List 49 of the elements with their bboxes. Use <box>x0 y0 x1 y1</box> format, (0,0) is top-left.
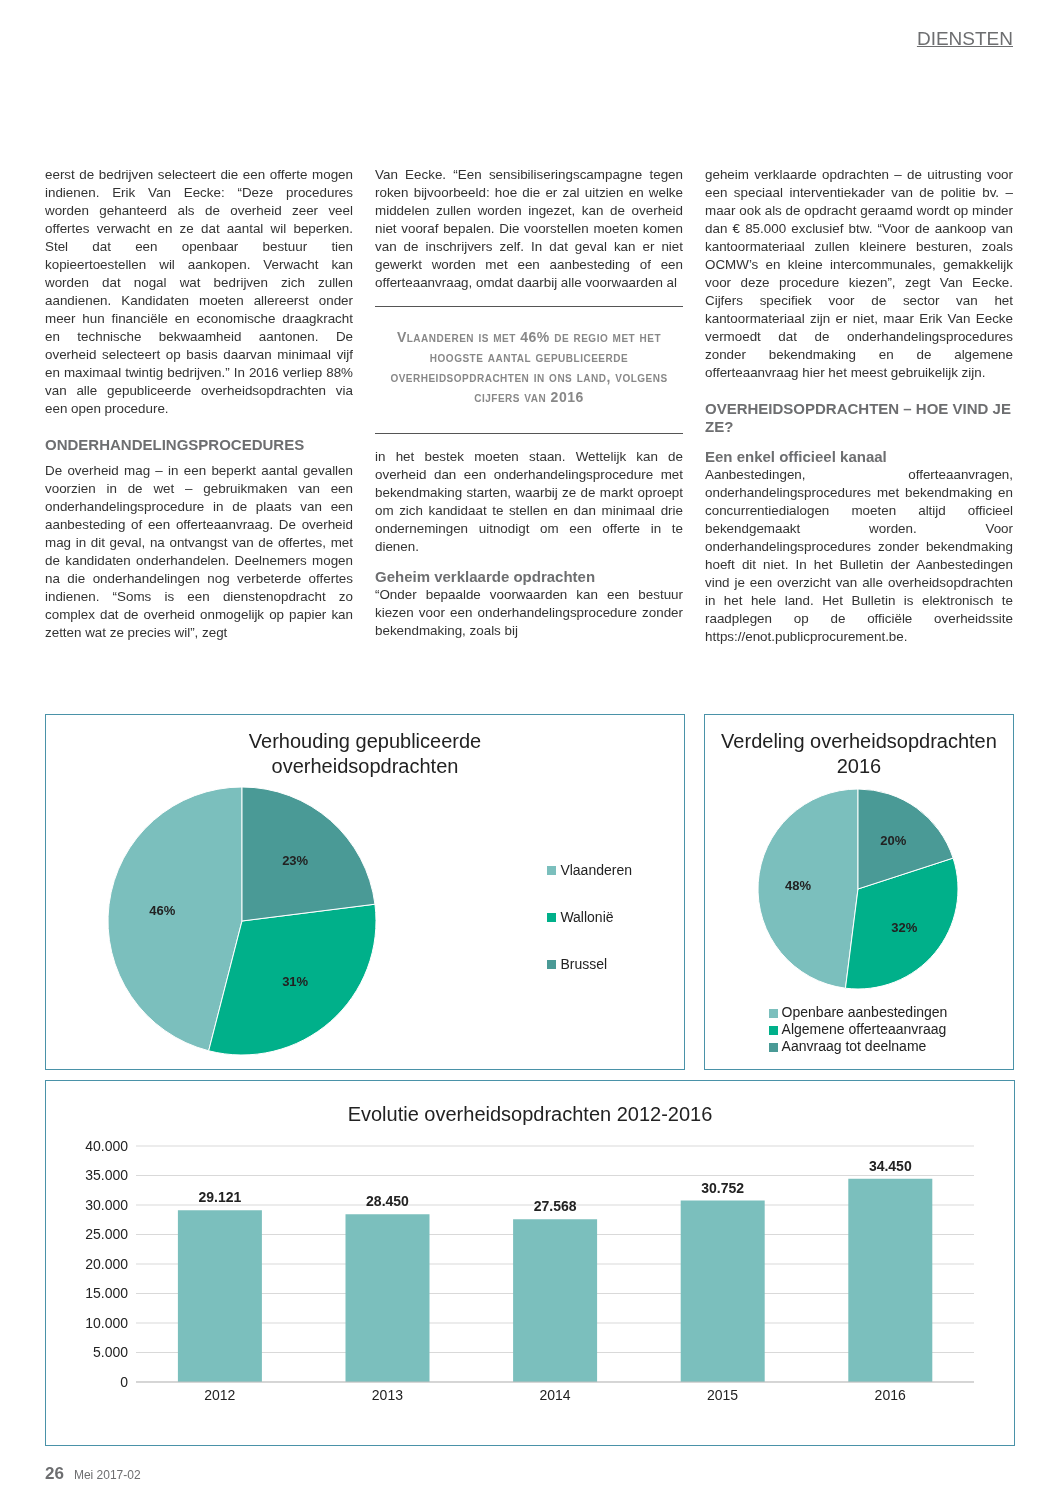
legend-label: Vlaanderen <box>560 861 632 878</box>
y-tick-label: 10.000 <box>85 1314 129 1331</box>
y-tick-label: 5.000 <box>92 1344 129 1361</box>
data-label: 20% <box>880 832 907 848</box>
data-label: 34.450 <box>868 1157 912 1174</box>
y-tick-label: 25.000 <box>85 1226 129 1243</box>
chart-title: Verdeling overheidsopdrachten 2016 <box>721 730 997 777</box>
text: Geheim verklaarde opdrachten <box>375 568 596 585</box>
x-tick-label: 2012 <box>204 1386 236 1403</box>
text: eerst de bedrijven selecteert die een offerte mogen indienen. Erik Van Eecke: “Deze procedures worden gehanteerd als de overheid zeer veel offertes verwacht en ze dat aantal wil beperken. Stel dat een openbaar bestuur tien kopieertoestellen wil aankopen. Verwacht kan worden dat nogal wat bedrijven zich zullen aandienen. Kandidaten moeten allereerst onder meer hun financiële en economische draagkracht en technische bekwaamheid aantonen. De overheid selecteert op basis daarvan minimaal vijf en maximaal twintig bedrijven.” In 2016 verliep 88% van alle gepubliceerde overheidsopdrachten via een open procedure. <box>45 167 353 416</box>
y-tick-label: 30.000 <box>85 1196 129 1213</box>
x-tick-label: 2015 <box>707 1386 739 1403</box>
y-tick-label: 40.000 <box>85 1137 129 1154</box>
x-tick-label: 2013 <box>371 1386 404 1403</box>
text: 26 <box>45 1464 64 1483</box>
text: ONDERHANDELINGSPROCEDURES <box>45 436 305 453</box>
legend-label: Aanvraag tot deelname <box>781 1038 927 1054</box>
text: Mei 2017-02 <box>73 1468 141 1482</box>
data-label: 29.121 <box>198 1189 242 1206</box>
y-tick-label: 0 <box>120 1373 129 1390</box>
data-label: 31% <box>282 973 309 989</box>
data-label: 28.450 <box>366 1193 410 1210</box>
legend-label: Wallonië <box>560 908 614 925</box>
text: geheim verklaarde opdrachten – de uitrusting voor een speciaal interventiekader van de politie bv. – maar ook als de opdracht geraamd wordt op minder dan € 85.000 exclusief btw. “Voor de aankoop van kantoormateriaal zullen kleinere besturen, zoals OCMW’s en kleine intercommunales, gemakkelijk voor deze procedure kiezen”, zegt Van Eecke. Cijfers specifiek voor de sector van het kantoormateriaal zijn er niet, maar Erik Van Eecke vermoedt dat de onderhandelingsprocedures zonder bekendmaking en de algemene offerteaanvraag hier het meest gebruikelijk zijn. <box>705 167 1013 380</box>
text: De overheid mag – in een beperkt aantal gevallen voorzien in de wet – gebruikmaken van een onderhandelingsprocedure in de plaats van een aanbesteding of een offerteaanvraag. De overheid mag in dit geval, na ontvangst van de offertes, met de kandidaten onderhandelen. Deelnemers mogen na die onderhandelingen nog verbeterde offertes indienen. “Soms is een dienstenopdracht zo complex dat de overheid onmogelijk op papier kan zetten wat ze precies wil”, zegt <box>45 463 353 640</box>
data-label: 32% <box>891 919 918 935</box>
legend-label: Algemene offerteaanvraag <box>781 1021 947 1037</box>
chart-title: Evolutie overheidsopdrachten 2012-2016 <box>347 1103 713 1125</box>
data-label: 30.752 <box>701 1179 745 1196</box>
text: Van Eecke. “Een sensibiliseringscampagne tegen roken bijvoorbeeld: hoe die er zal uitzien en welke middelen zullen worden ingezet, kan de overheid niet vooraf bepalen. Die voorstellen moeten komen van de inschrijvers zelf. In dat geval kan er niet gewerkt worden met een aanbesteding of een offerteaanvraag, omdat daarbij alle voorwaarden al <box>375 167 683 290</box>
text: Een enkel officieel kanaal <box>705 448 887 465</box>
y-tick-label: 15.000 <box>85 1285 129 1302</box>
text: OVERHEIDSOPDRACHTEN – HOE VIND JE ZE? <box>705 400 1011 435</box>
legend-label: Openbare aanbestedingen <box>781 1004 948 1020</box>
data-label: 27.568 <box>533 1198 577 1215</box>
data-label: 48% <box>785 877 812 893</box>
text: “Onder bepaalde voorwaarden kan een bestuur kiezen voor een onderhandelingsprocedure zonder bekendmaking, zoals bij <box>375 587 683 638</box>
data-label: 46% <box>149 903 176 919</box>
legend-label: Brussel <box>560 955 608 972</box>
y-tick-label: 20.000 <box>85 1255 129 1272</box>
data-label: 23% <box>282 853 309 869</box>
x-tick-label: 2014 <box>539 1386 571 1403</box>
y-tick-label: 35.000 <box>85 1167 129 1184</box>
text: in het bestek moeten staan. Wettelijk kan de overheid dan een onderhandelingsprocedure met bekendmaking starten, waarbij ze de markt oproept om zich kandidaat te stellen en dan minimaal drie ondernemingen uitnodigt om een offerte in te dienen. <box>375 449 683 554</box>
text: DIENSTEN <box>916 28 1013 49</box>
x-tick-label: 2016 <box>874 1386 906 1403</box>
text: Vlaanderen is met 46% de regio met het hoogste aantal gepubliceerde overheidsopdrachten in ons land, volgens cijfers van 2016 <box>390 329 668 405</box>
text: Aanbestedingen, offerteaanvragen, onderhandelingsprocedures met bekendmaking en concurrentiedialogen moeten altijd officieel bekendgemaakt worden. Voor onderhandelingsprocedures zonder bekendmaking hoeft dit niet. In het Bulletin der Aanbestedingen vind je een overzicht van alle overheidsopdrachten in het hele land. Het Bulletin is elektronisch te raadplegen op de officiële overheidssite https://enot.publicprocurement.be. <box>705 467 1013 644</box>
chart-title: Verhouding gepubliceerde overheidsopdrachten <box>248 730 482 777</box>
